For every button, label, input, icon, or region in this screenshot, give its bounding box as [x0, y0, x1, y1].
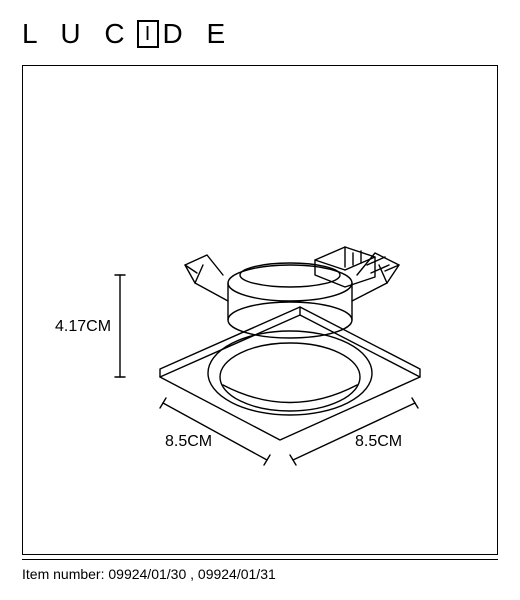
dimension-width-right: 8.5CM: [355, 433, 402, 451]
footer-sep: ,: [190, 566, 194, 582]
logo-text-1: L U C: [22, 18, 133, 50]
logo-text-2: D E: [163, 18, 234, 50]
logo-i-box: I: [137, 20, 159, 48]
product-diagram: 4.17CM 8.5CM 8.5CM: [45, 115, 475, 465]
brand-logo: L U C I D E: [22, 18, 233, 50]
footer-item-2: 09924/01/31: [198, 566, 276, 582]
dimension-width-left: 8.5CM: [165, 433, 212, 451]
item-number-footer: Item number: 09924/01/30 , 09924/01/31: [22, 566, 276, 582]
footer-label: Item number:: [22, 566, 104, 582]
footer-item-1: 09924/01/30: [108, 566, 186, 582]
spotlight-line-drawing: [45, 115, 475, 485]
dimension-height: 4.17CM: [55, 318, 111, 336]
footer-separator: [22, 559, 498, 560]
